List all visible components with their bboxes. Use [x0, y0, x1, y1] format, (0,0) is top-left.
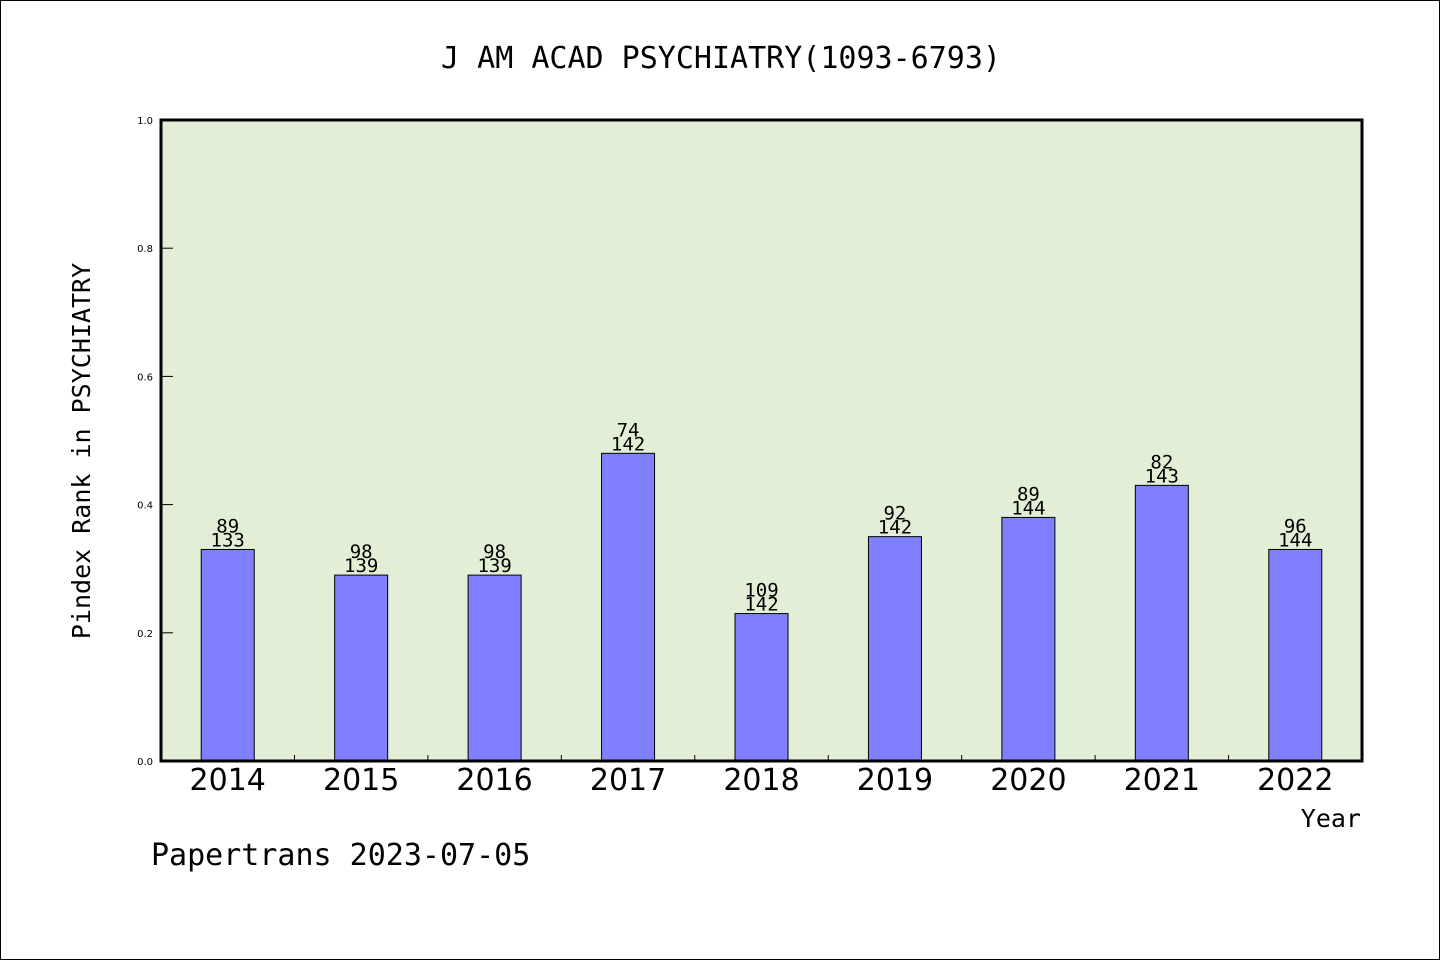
bar-rank-label: 98: [483, 541, 506, 563]
bar: [467, 574, 522, 762]
bar-total-label: 139: [344, 555, 378, 577]
y-tick-label: 0.2: [137, 629, 153, 640]
bar-total-label: 142: [878, 517, 912, 539]
bar: [1134, 484, 1189, 762]
x-tick-label: 2014: [190, 763, 266, 798]
bar: [1001, 516, 1056, 762]
bar-rank-label: 98: [350, 541, 373, 563]
y-tick-label: 0.4: [137, 501, 153, 512]
bar: [200, 548, 255, 762]
bar: [734, 613, 789, 762]
x-tick-label: 2015: [323, 763, 399, 798]
bar-rank-label: 82: [1150, 451, 1173, 473]
y-axis-label: Pindex Rank in PSYCHIATRY: [67, 263, 96, 639]
bar: [1268, 548, 1323, 762]
x-tick-label: 2018: [723, 763, 799, 798]
bar-rank-label: 92: [883, 503, 906, 525]
bar: [867, 536, 922, 762]
bar-total-label: 143: [1145, 465, 1179, 487]
x-tick-label: 2019: [857, 763, 933, 798]
bar-total-label: 142: [611, 433, 645, 455]
x-tick-label: 2021: [1124, 763, 1200, 798]
y-tick-label: 0.8: [137, 244, 153, 255]
bar: [334, 574, 389, 762]
x-tick-label: 2022: [1257, 763, 1333, 798]
bar-rank-label: 74: [617, 419, 640, 441]
bar-rank-label: 89: [1017, 483, 1040, 505]
bar-total-label: 144: [1278, 529, 1312, 551]
x-tick-label: 2017: [590, 763, 666, 798]
y-tick-label: 0.0: [137, 757, 153, 768]
chart-title: J AM ACAD PSYCHIATRY(1093-6793): [441, 41, 1001, 76]
y-tick-label: 1.0: [137, 116, 153, 127]
bar-rank-label: 89: [216, 515, 239, 537]
y-tick-label: 0.6: [137, 372, 153, 383]
bar-rank-label: 109: [744, 580, 778, 602]
x-tick-label: 2020: [990, 763, 1066, 798]
bar-rank-label: 96: [1284, 515, 1307, 537]
x-tick-label: 2016: [456, 763, 532, 798]
x-axis-label: Year: [1301, 804, 1361, 833]
plot-border: [159, 118, 1364, 763]
footer-credit: Papertrans 2023-07-05: [151, 838, 530, 873]
bar: [601, 452, 656, 762]
bar-total-label: 144: [1011, 497, 1045, 519]
bar-total-label: 142: [744, 594, 778, 616]
bar-total-label: 139: [477, 555, 511, 577]
x-axis-ticks: 2014 2015 2016 2017 2018 2019 2020 2021 2022: [190, 755, 1333, 798]
bar-total-label: 133: [211, 529, 245, 551]
